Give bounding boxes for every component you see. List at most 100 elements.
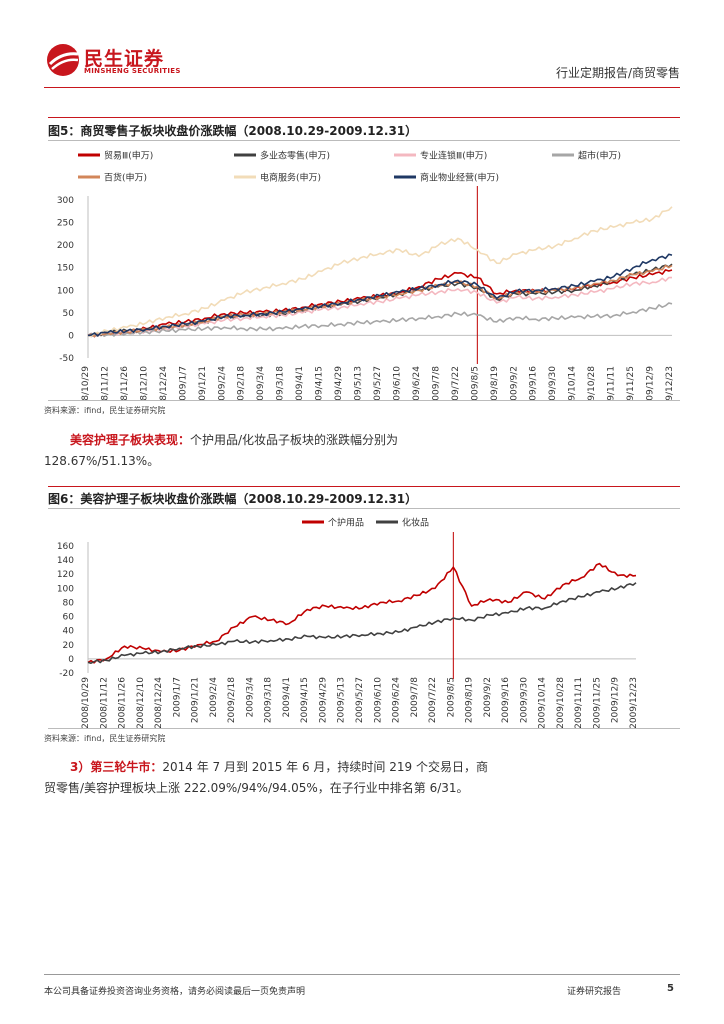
x-tick-label: 2009/2/18 [227,677,237,723]
y-tick-label: -20 [59,669,74,679]
series-line [87,302,673,337]
figure5-chart: 贸易Ⅲ(申万) 多业态零售(申万) 专业连锁Ⅲ(申万) 超市(申万) 百货(申万) 电商服… [57,150,675,401]
figure6-title-rule [48,508,680,509]
legend-label: 超市(申万) [578,150,621,162]
footer-divider [44,974,680,975]
third-bull-market-paragraph: 3）第三轮牛市：2014 年 7 月到 2015 年 6 月，持续时间 219 … [70,757,680,778]
x-tick-label: 2009/4/29 [334,366,344,400]
legend-label: 专业连锁Ⅲ(申万) [420,150,487,162]
figure6-bottom-rule [48,728,680,729]
x-tick-label: 2009/11/11 [574,677,584,728]
y-tick-label: 100 [57,286,74,296]
x-tick-label: 2009/5/27 [373,366,383,400]
legend-label: 电商服务(申万) [260,172,321,184]
figure6-top-rule [48,486,680,487]
x-tick-label: 2008/10/29 [81,677,91,728]
x-tick-label: 2009/4/29 [318,677,328,723]
x-tick-label: 2009/6/24 [412,366,422,400]
x-tick-label: 2008/12/24 [159,366,169,400]
y-tick-label: 0 [68,655,74,665]
y-tick-label: 200 [57,241,74,251]
x-tick-label: 2009/9/2 [483,677,493,717]
series-line [87,276,672,337]
x-tick-label: 2009/8/5 [446,677,456,717]
x-tick-label: 2009/5/13 [337,677,347,723]
legend-label: 商业物业经营(申万) [420,172,499,184]
x-tick-label: 2008/10/29 [81,366,91,400]
x-tick-label: 2009/9/16 [501,677,511,723]
x-tick-label: 2009/10/14 [538,677,548,728]
series-line [87,582,637,664]
x-tick-label: 2009/8/19 [465,677,475,723]
third-bull-market-text: 2014 年 7 月到 2015 年 6 月，持续时间 219 个交易日，商 [162,760,488,774]
x-tick-label: 2008/11/26 [118,677,128,728]
x-tick-label: 2009/4/1 [282,677,292,717]
x-tick-label: 2009/10/28 [587,366,597,400]
report-type: 行业定期报告/商贸零售 [555,66,680,80]
x-tick-label: 2009/9/16 [529,366,539,400]
beauty-care-lead: 美容护理子板块表现： [70,433,191,447]
x-tick-label: 2009/9/30 [519,677,529,723]
y-tick-label: -50 [59,354,74,364]
x-tick-label: 2008/11/12 [100,366,110,400]
header-divider [44,87,680,88]
x-tick-label: 2008/11/12 [99,677,109,728]
x-tick-label: 2009/2/4 [209,677,219,718]
y-tick-label: 20 [63,641,75,651]
x-tick-label: 2009/6/10 [373,677,383,723]
x-tick-label: 2009/12/23 [629,677,639,728]
y-tick-label: 0 [68,331,74,341]
brand-logo-icon [47,44,79,76]
beauty-care-text: 个护用品/化妆品子板块的涨跌幅分别为 [190,433,399,447]
y-tick-label: 60 [63,613,75,623]
y-tick-label: 150 [57,264,74,274]
series-line [87,253,673,337]
x-tick-label: 2009/7/22 [428,677,438,723]
beauty-care-paragraph-line2: 128.67%/51.13%。 [44,454,160,468]
x-tick-label: 2009/3/18 [276,366,286,400]
x-tick-label: 2009/5/13 [354,366,364,400]
legend-label: 化妆品 [402,517,429,529]
x-tick-label: 2009/9/30 [548,366,558,400]
x-tick-label: 2009/4/15 [315,366,325,400]
x-tick-label: 2009/5/27 [355,677,365,723]
x-tick-label: 2009/1/7 [178,366,188,400]
third-bull-market-lead: 3）第三轮牛市： [70,760,163,774]
x-tick-label: 2009/12/9 [611,677,621,723]
figure5-top-rule [48,117,680,118]
y-tick-label: 120 [57,570,74,580]
y-tick-label: 40 [63,627,75,637]
y-tick-label: 250 [57,219,74,229]
y-tick-label: 100 [57,584,74,594]
x-tick-label: 2009/7/8 [431,366,441,400]
x-tick-label: 2009/12/9 [646,366,656,400]
brand-name: 民生证券 [84,48,165,70]
footer-report-label: 证券研究报告 [567,987,622,997]
figure5-title: 图5：商贸零售子板块收盘价涨跌幅（2008.10.29-2009.12.31） [48,124,418,138]
x-tick-label: 2009/6/24 [392,677,402,723]
x-tick-label: 2008/11/26 [120,366,130,400]
x-tick-label: 2008/12/24 [154,677,164,728]
x-tick-label: 2009/1/21 [191,677,201,723]
beauty-care-paragraph: 美容护理子板块表现：个护用品/化妆品子板块的涨跌幅分别为 [70,430,680,451]
y-tick-label: 300 [57,196,74,206]
series-line [87,562,637,664]
x-tick-label: 2008/12/10 [136,677,146,728]
x-tick-label: 2009/2/18 [237,366,247,400]
x-tick-label: 2009/4/1 [295,366,305,400]
y-tick-label: 80 [63,598,75,608]
x-tick-label: 2009/3/4 [256,366,266,400]
x-tick-label: 2009/11/25 [626,366,636,400]
x-tick-label: 2008/12/10 [139,366,149,400]
legend-label: 个护用品 [328,517,364,529]
x-tick-label: 2009/8/5 [470,366,480,400]
x-tick-label: 2009/1/7 [172,677,182,717]
x-tick-label: 2009/7/8 [410,677,420,718]
x-tick-label: 2009/2/4 [217,366,227,400]
y-tick-label: 160 [57,542,74,552]
x-tick-label: 2009/6/10 [392,366,402,400]
x-tick-label: 2009/10/14 [568,366,578,400]
x-tick-label: 2009/1/21 [198,366,208,400]
x-tick-label: 2009/8/19 [490,366,500,400]
figure5-bottom-rule [48,400,680,401]
